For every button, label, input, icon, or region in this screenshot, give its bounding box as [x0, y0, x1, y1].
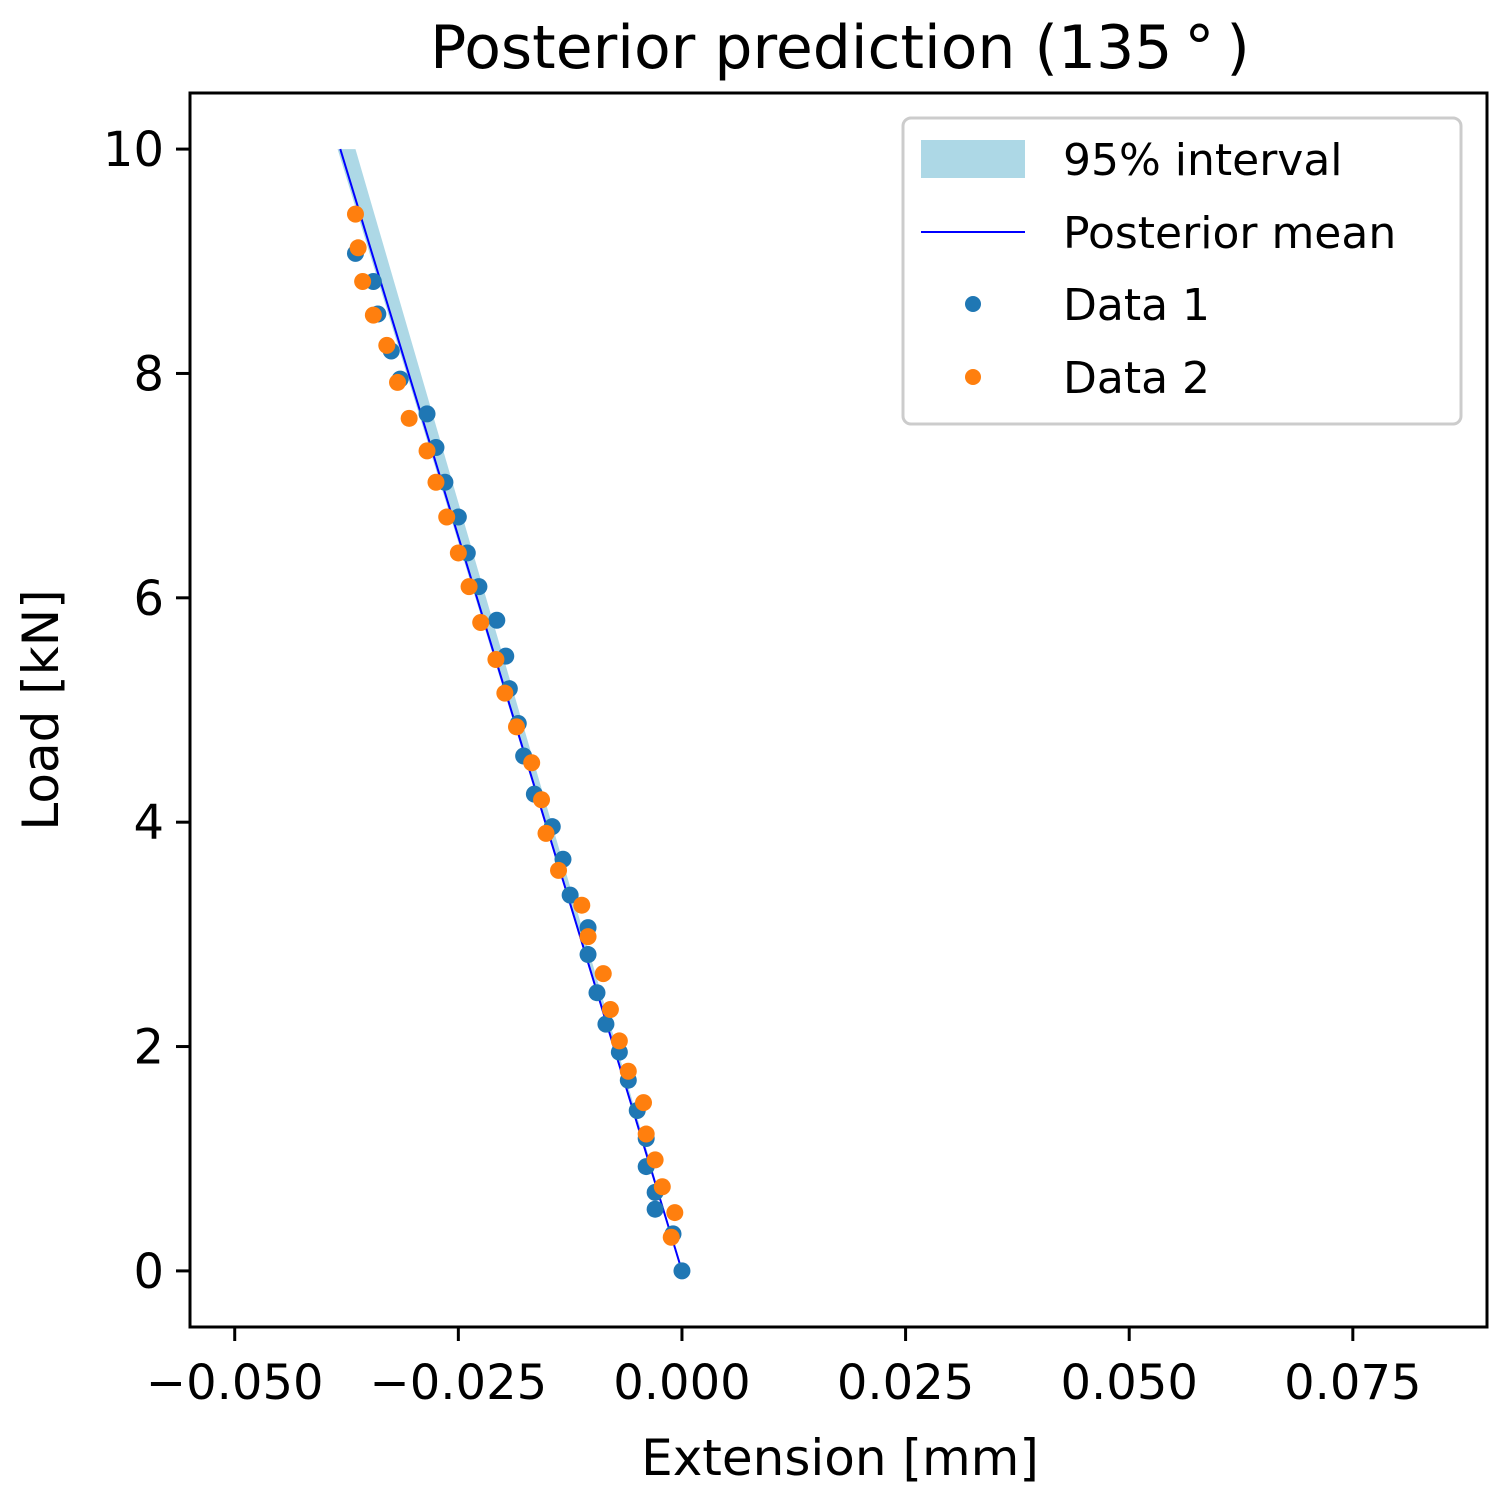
data-2-point: [389, 373, 407, 391]
y-tick-label: 2: [133, 1020, 164, 1076]
data-1-point: [418, 405, 436, 423]
data-2-point: [523, 754, 541, 772]
x-tick-label: 0.075: [1284, 1355, 1421, 1411]
x-tick-label: 0.050: [1060, 1355, 1197, 1411]
data-2-point: [449, 544, 467, 562]
data-2-point: [533, 791, 551, 809]
data-1-point: [449, 508, 467, 526]
data-2-point: [487, 651, 505, 669]
plot-area: [337, 148, 691, 1280]
data-2-point: [427, 473, 445, 491]
data-2-point: [662, 1228, 680, 1246]
legend-interval-label: 95% interval: [1063, 135, 1343, 186]
data-2-point: [653, 1178, 671, 1196]
data-2-point: [418, 442, 436, 460]
data-2-point: [354, 272, 372, 290]
data-2-point: [666, 1204, 684, 1222]
data-2-point: [346, 205, 364, 223]
posterior-mean-line: [339, 148, 683, 1272]
plot-frame: [188, 91, 1489, 1329]
data-2-point: [637, 1125, 655, 1143]
data-2-point: [619, 1062, 637, 1080]
data-2-point: [573, 896, 591, 914]
data-2-series: [346, 205, 684, 1246]
data-1-point: [673, 1262, 691, 1280]
x-tick-label: −0.050: [146, 1355, 324, 1411]
data-2-point: [472, 613, 490, 631]
legend-data-2-marker: [965, 369, 981, 385]
y-tick-label: 10: [103, 122, 164, 178]
legend-data-2-label: Data 2: [1063, 353, 1210, 404]
legend-data-1-label: Data 1: [1063, 280, 1210, 331]
data-2-point: [537, 824, 555, 842]
mean-layer: [339, 148, 683, 1272]
legend: 95% interval Posterior mean Data 1 Data …: [901, 116, 1463, 426]
data-2-point: [400, 409, 418, 427]
data-2-point: [550, 861, 568, 879]
y-tick-label: 8: [133, 346, 164, 402]
y-tick-label: 6: [133, 571, 164, 627]
data-2-point: [378, 336, 396, 354]
data-2-point: [610, 1032, 628, 1050]
data-1-point: [579, 946, 597, 964]
legend-data-1-marker: [965, 296, 981, 312]
data-1-point: [488, 611, 506, 629]
x-axis: −0.050 −0.025 0.000 0.025 0.050 0.075: [146, 1327, 1422, 1411]
data-2-point: [579, 928, 597, 946]
data-2-point: [496, 684, 514, 702]
legend-box: [901, 116, 1463, 426]
data-2-point: [364, 306, 382, 324]
y-tick-label: 0: [133, 1244, 164, 1300]
data-2-point: [460, 578, 478, 596]
data-2-point: [594, 965, 612, 983]
data-2-point: [601, 1001, 619, 1019]
y-axis: 0 2 4 6 8 10: [103, 122, 190, 1300]
legend-interval-swatch: [921, 140, 1025, 178]
x-axis-label: Extension [mm]: [641, 1429, 1039, 1487]
data-2-point: [635, 1094, 653, 1112]
data-2-point: [438, 508, 456, 526]
x-tick-label: 0.025: [837, 1355, 974, 1411]
legend-mean-label: Posterior mean: [1063, 208, 1396, 259]
data-2-point: [646, 1151, 664, 1169]
data-2-point: [349, 239, 367, 257]
x-tick-label: 0.000: [613, 1355, 750, 1411]
y-axis-label: Load [kN]: [12, 589, 70, 830]
data-1-point: [561, 886, 579, 904]
chart-title: Posterior prediction (135 ° ): [430, 13, 1250, 83]
data-2-point: [507, 718, 525, 736]
data-1-point: [588, 984, 606, 1002]
data-1-point: [646, 1200, 664, 1218]
data-1-point: [597, 1015, 615, 1033]
y-tick-label: 4: [133, 795, 164, 851]
x-tick-label: −0.025: [370, 1355, 548, 1411]
